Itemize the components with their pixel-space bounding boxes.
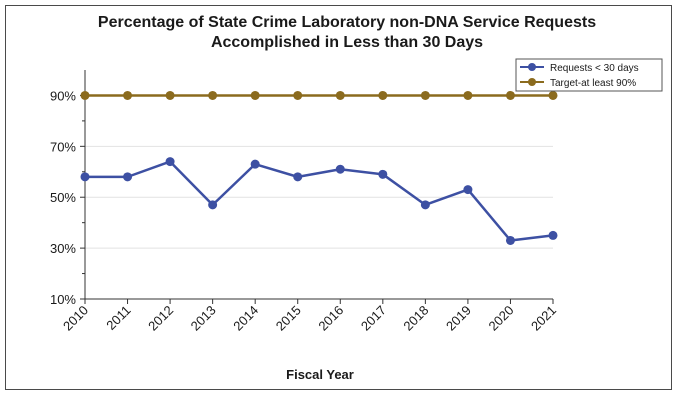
y-tick-label: 10% [50, 292, 76, 307]
data-point-target [420, 90, 430, 100]
gridlines [85, 94, 553, 249]
chart-title-line-2: Accomplished in Less than 30 Days [211, 34, 483, 51]
x-tick-label: 2021 [528, 303, 559, 334]
axes [80, 70, 554, 304]
data-point-requests [208, 200, 218, 210]
data-point-requests [335, 164, 345, 174]
series-group [80, 90, 558, 245]
data-point-requests [293, 172, 303, 182]
x-tick-label: 2012 [145, 303, 176, 334]
x-tick-labels: 2010 2011 2012 2013 2014 2015 2016 2017 2018 2019… [60, 303, 559, 334]
x-tick-label: 2016 [315, 303, 346, 334]
legend-label-requests: Requests < 30 days [550, 63, 639, 74]
legend-marker-requests [528, 63, 536, 71]
x-tick-label: 2011 [103, 303, 133, 333]
x-tick-label: 2018 [400, 303, 431, 334]
x-tick-label: 2010 [60, 303, 91, 334]
data-point-requests [420, 200, 430, 210]
x-tick-label: 2017 [358, 303, 389, 334]
data-point-target [293, 90, 303, 100]
y-tick-labels: 10% 30% 50% 70% 90% [50, 88, 76, 307]
y-tick-label: 70% [50, 139, 76, 154]
data-point-requests [463, 185, 473, 195]
y-tick-label: 90% [50, 88, 76, 103]
x-axis-label: Fiscal Year [286, 367, 354, 382]
x-tick-label: 2019 [443, 303, 474, 334]
data-point-target [80, 90, 90, 100]
data-point-requests [80, 172, 90, 182]
chart-title-line-1: Percentage of State Crime Laboratory non… [98, 14, 596, 31]
data-point-target [123, 90, 133, 100]
data-point-requests [378, 169, 388, 179]
legend: Requests < 30 days Target-at least 90% [515, 58, 663, 92]
x-tick-label: 2020 [486, 303, 517, 334]
legend-marker-target [528, 78, 536, 86]
data-point-requests [548, 230, 558, 240]
data-point-target [378, 90, 388, 100]
data-point-target [505, 90, 515, 100]
data-point-target [250, 90, 260, 100]
data-point-requests [165, 157, 175, 167]
data-point-requests [250, 159, 260, 169]
data-point-target [208, 90, 218, 100]
data-point-requests [505, 235, 515, 245]
legend-box [515, 58, 663, 92]
x-tick-label: 2013 [188, 303, 219, 334]
y-tick-label: 50% [50, 190, 76, 205]
legend-label-target: Target-at least 90% [550, 78, 636, 89]
series-line-requests [85, 160, 554, 242]
x-tick-label: 2014 [230, 303, 261, 334]
data-point-target [548, 90, 558, 100]
data-point-target [165, 90, 175, 100]
x-tick-label: 2015 [273, 303, 304, 334]
y-tick-label: 30% [50, 241, 76, 256]
data-point-requests [123, 172, 133, 182]
data-point-target [463, 90, 473, 100]
data-point-target [335, 90, 345, 100]
